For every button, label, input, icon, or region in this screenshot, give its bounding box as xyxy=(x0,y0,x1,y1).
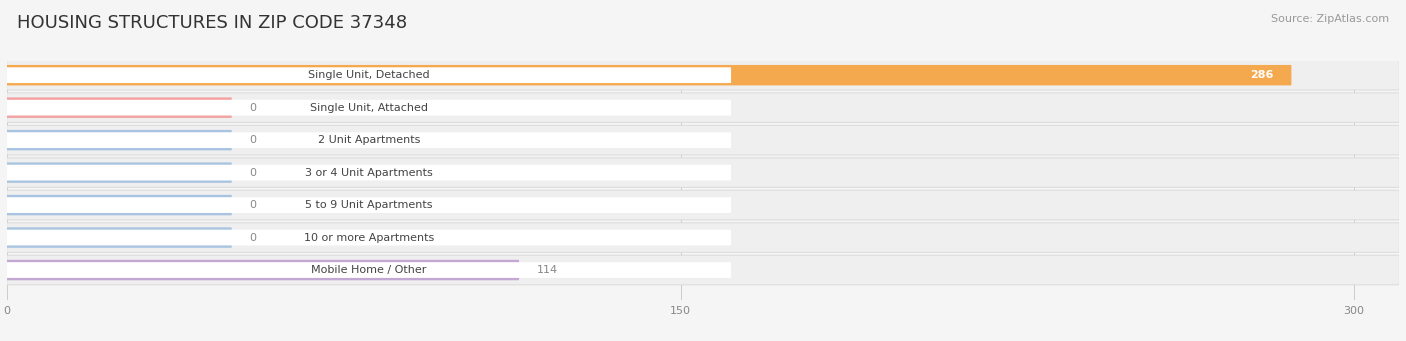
FancyBboxPatch shape xyxy=(7,197,731,213)
FancyBboxPatch shape xyxy=(7,227,232,248)
FancyBboxPatch shape xyxy=(7,158,1399,188)
FancyBboxPatch shape xyxy=(7,223,1399,252)
Text: 2 Unit Apartments: 2 Unit Apartments xyxy=(318,135,420,145)
Text: 0: 0 xyxy=(249,135,256,145)
Text: 5 to 9 Unit Apartments: 5 to 9 Unit Apartments xyxy=(305,200,433,210)
FancyBboxPatch shape xyxy=(7,60,1399,90)
Text: Single Unit, Attached: Single Unit, Attached xyxy=(309,103,427,113)
FancyBboxPatch shape xyxy=(7,98,232,118)
Text: 0: 0 xyxy=(249,200,256,210)
Text: Single Unit, Detached: Single Unit, Detached xyxy=(308,70,430,80)
FancyBboxPatch shape xyxy=(7,65,1291,85)
FancyBboxPatch shape xyxy=(7,162,232,183)
Text: HOUSING STRUCTURES IN ZIP CODE 37348: HOUSING STRUCTURES IN ZIP CODE 37348 xyxy=(17,14,406,32)
FancyBboxPatch shape xyxy=(7,165,731,180)
Text: 3 or 4 Unit Apartments: 3 or 4 Unit Apartments xyxy=(305,168,433,178)
FancyBboxPatch shape xyxy=(7,230,731,246)
Text: 10 or more Apartments: 10 or more Apartments xyxy=(304,233,434,242)
Text: 0: 0 xyxy=(249,103,256,113)
Text: 0: 0 xyxy=(249,168,256,178)
FancyBboxPatch shape xyxy=(7,130,232,150)
Text: 0: 0 xyxy=(249,233,256,242)
FancyBboxPatch shape xyxy=(7,195,232,215)
FancyBboxPatch shape xyxy=(7,132,731,148)
FancyBboxPatch shape xyxy=(7,67,731,83)
Text: Mobile Home / Other: Mobile Home / Other xyxy=(311,265,426,275)
Text: 114: 114 xyxy=(537,265,558,275)
FancyBboxPatch shape xyxy=(7,100,731,116)
FancyBboxPatch shape xyxy=(7,260,519,280)
FancyBboxPatch shape xyxy=(7,255,1399,285)
Text: Source: ZipAtlas.com: Source: ZipAtlas.com xyxy=(1271,14,1389,24)
FancyBboxPatch shape xyxy=(7,262,731,278)
FancyBboxPatch shape xyxy=(7,190,1399,220)
FancyBboxPatch shape xyxy=(7,125,1399,155)
FancyBboxPatch shape xyxy=(7,93,1399,122)
Text: 286: 286 xyxy=(1250,70,1274,80)
